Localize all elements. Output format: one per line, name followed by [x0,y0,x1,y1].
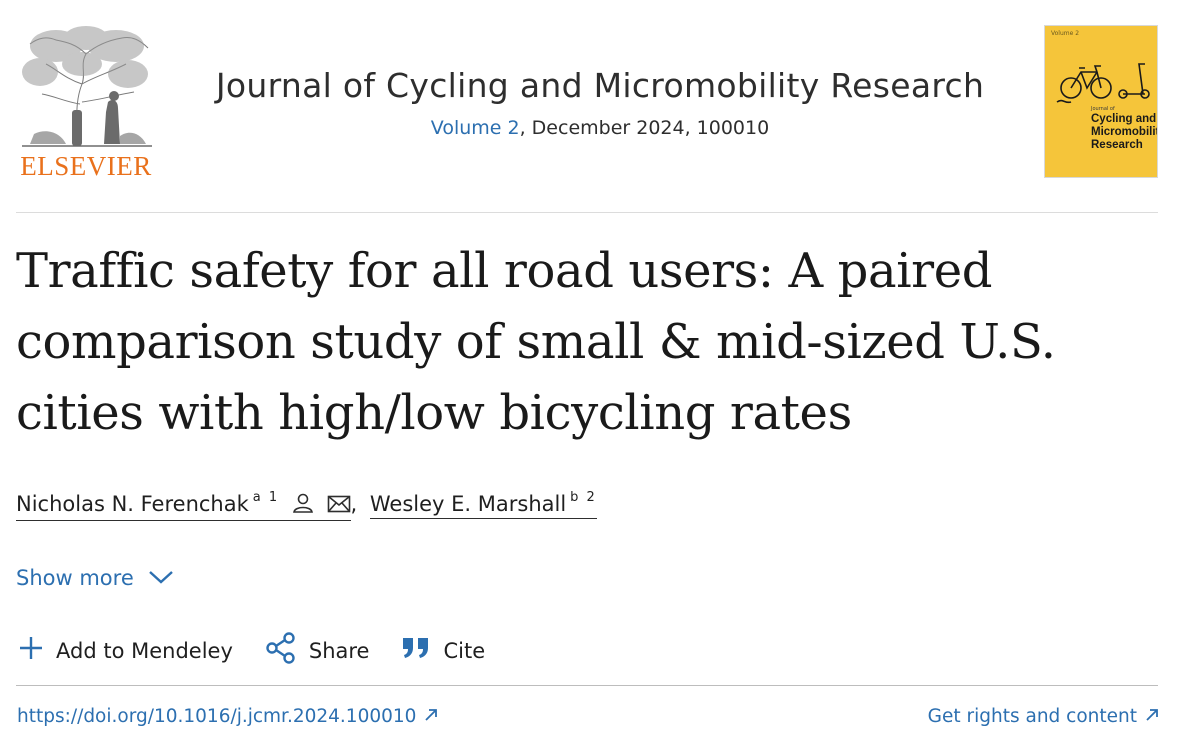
author-affiliation: a 1 [252,490,280,505]
person-icon [292,493,314,518]
article-header: ELSEVIER Journal of Cycling and Micromob… [0,0,1199,212]
journal-info: Journal of Cycling and Micromobility Res… [160,66,1040,139]
rights-text: Get rights and content [927,706,1137,727]
add-to-mendeley-button[interactable]: Add to Mendeley [18,635,233,666]
doi-text: https://doi.org/10.1016/j.jcmr.2024.1000… [17,706,417,727]
mendeley-label: Add to Mendeley [56,638,233,663]
cite-button[interactable]: Cite [401,635,485,666]
quote-icon [401,635,443,666]
cover-bicycle-scooter-icon [1056,63,1150,104]
author-list: Nicholas N. Ferenchak a 1 , Wesley E. Mar… [16,490,597,521]
show-more-button[interactable]: Show more [16,566,174,590]
author-name: Wesley E. Marshall [369,492,567,516]
get-rights-link[interactable]: Get rights and content [928,706,1159,727]
author-name: Nicholas N. Ferenchak [16,492,249,516]
article-actions: Add to Mendeley Share Cite [18,632,517,669]
author-separator: , [350,492,358,516]
cover-title: Cycling and Micromobility Research [1091,113,1157,151]
plus-icon [18,635,56,666]
publisher-name: ELSEVIER [20,151,152,181]
external-arrow-icon [424,706,438,727]
author-marshall[interactable]: Wesley E. Marshall b 2 [369,490,597,519]
cite-label: Cite [443,638,486,663]
issue-info: , December 2024, 100010 [519,117,770,139]
share-label: Share [308,638,370,663]
share-icon [265,632,309,669]
article-title: Traffic safety for all road users: A pai… [16,243,1056,441]
show-more-label: Show more [16,566,134,590]
cover-small-text: Volume 2 [1051,30,1080,37]
header-divider [16,212,1158,213]
footer-divider [16,685,1158,686]
author-ferenchak[interactable]: Nicholas N. Ferenchak a 1 [16,490,351,521]
cover-journal-word: Journal of [1091,106,1115,112]
author-affiliation: b 2 [570,490,597,505]
elsevier-tree-icon[interactable] [16,24,156,184]
volume-line: Volume 2, December 2024, 100010 [160,117,1040,139]
chevron-down-icon [148,566,174,590]
doi-link[interactable]: https://doi.org/10.1016/j.jcmr.2024.1000… [17,706,438,727]
external-arrow-icon [1145,706,1159,727]
journal-title-link[interactable]: Journal of Cycling and Micromobility Res… [215,66,985,105]
volume-link[interactable]: Volume 2 [430,117,520,139]
share-button[interactable]: Share [265,632,370,669]
mail-icon [327,494,351,518]
journal-cover-image[interactable]: Volume 2 Journal of Cycling and Micromob… [1044,25,1158,178]
